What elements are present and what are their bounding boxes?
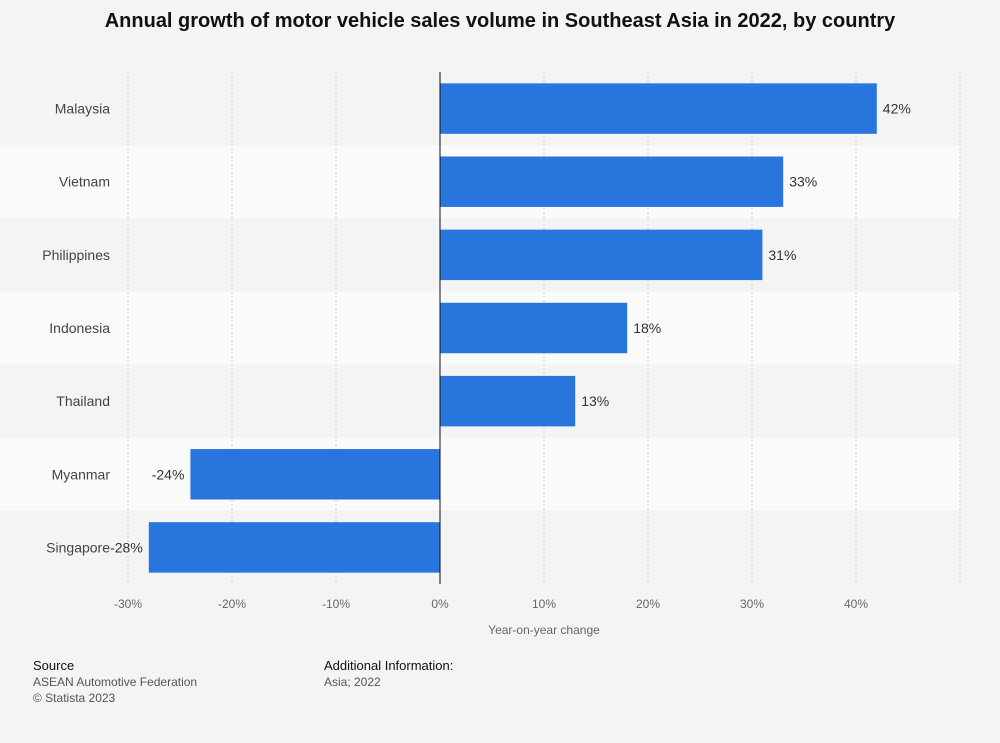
- bar: [440, 83, 877, 134]
- bar: [440, 302, 628, 354]
- x-tick-label: -30%: [114, 597, 142, 611]
- info-line-1: Asia; 2022: [324, 675, 381, 689]
- x-tick-label: 10%: [532, 597, 556, 611]
- category-label: Malaysia: [55, 101, 110, 117]
- value-label: 31%: [768, 247, 796, 263]
- value-label: 33%: [789, 174, 817, 190]
- value-label: -24%: [152, 466, 185, 482]
- value-label: 18%: [633, 320, 661, 336]
- bar: [440, 229, 763, 281]
- category-label: Indonesia: [49, 320, 110, 336]
- bar: [440, 375, 576, 427]
- category-label: Vietnam: [59, 174, 110, 190]
- category-label: Thailand: [56, 393, 110, 409]
- source-line-1: ASEAN Automotive Federation: [33, 675, 198, 689]
- x-tick-label: 30%: [740, 597, 764, 611]
- bar: [440, 156, 784, 207]
- info-heading: Additional Information:: [324, 658, 454, 673]
- value-label: 42%: [883, 101, 911, 117]
- source-block: Source ASEAN Automotive Federation © Sta…: [33, 658, 197, 706]
- x-axis-title: Year-on-year change: [488, 623, 600, 637]
- bar: [190, 449, 440, 500]
- category-label: Philippines: [42, 247, 110, 263]
- category-label: Myanmar: [52, 466, 111, 482]
- source-line-2[interactable]: © Statista 2023: [33, 691, 116, 705]
- category-label: Singapore: [46, 539, 110, 555]
- bar: [148, 522, 441, 573]
- value-label: 13%: [581, 393, 609, 409]
- value-label: -28%: [110, 539, 143, 555]
- x-tick-label: 20%: [636, 597, 660, 611]
- x-tick-label: -10%: [322, 597, 350, 611]
- x-tick-label: 0%: [431, 597, 449, 611]
- source-heading: Source: [33, 658, 75, 673]
- info-block: Additional Information: Asia; 2022: [324, 658, 453, 690]
- x-tick-label: -20%: [218, 597, 246, 611]
- x-tick-label: 40%: [844, 597, 868, 611]
- chart-title: Annual growth of motor vehicle sales vol…: [104, 10, 896, 32]
- row-band: [0, 437, 960, 511]
- row-band: [0, 510, 960, 584]
